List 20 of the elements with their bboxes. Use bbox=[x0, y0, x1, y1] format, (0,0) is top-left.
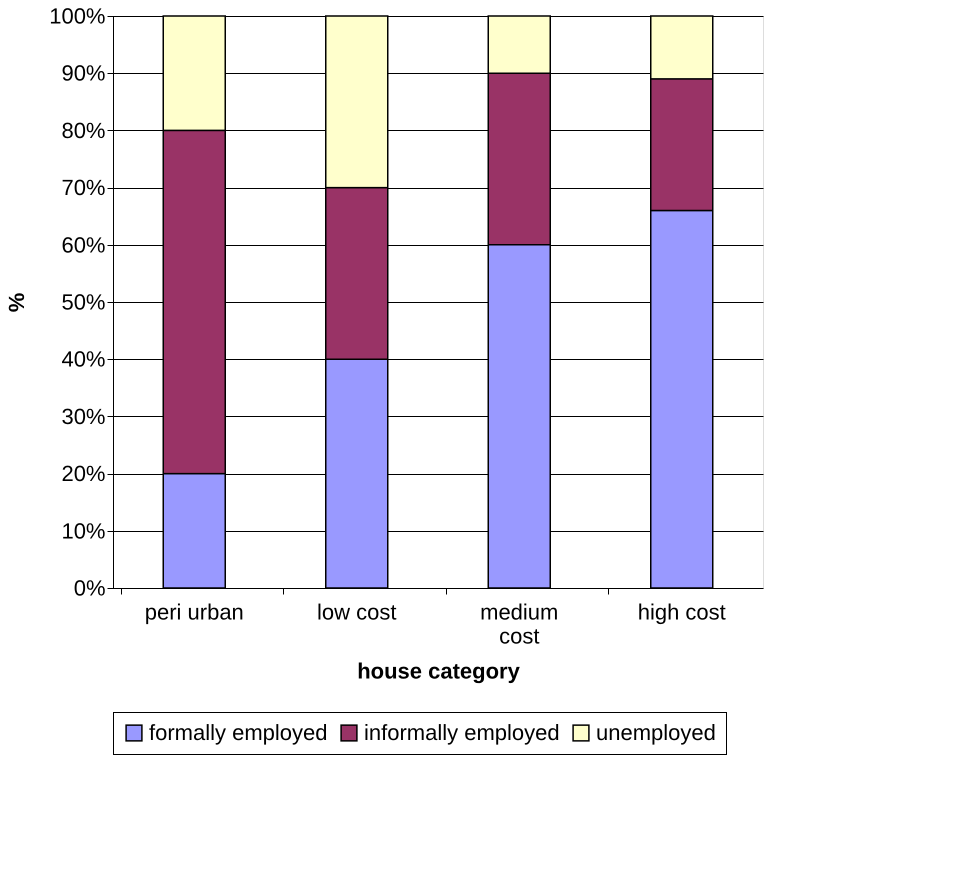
legend-label: unemployed bbox=[596, 720, 716, 745]
y-tick-label: 0% bbox=[74, 576, 106, 600]
y-tick-label: 40% bbox=[61, 346, 106, 372]
y-tick-label: 50% bbox=[61, 290, 106, 314]
x-tick-label: medium cost bbox=[480, 600, 558, 648]
x-tick-label: low cost bbox=[317, 600, 396, 624]
y-tick-label: 90% bbox=[61, 60, 106, 86]
x-axis-title: house category bbox=[357, 658, 521, 684]
y-tick-label: 10% bbox=[61, 518, 106, 544]
legend-label: informally employed bbox=[364, 720, 560, 745]
y-axis-title: % bbox=[4, 292, 30, 312]
y-tick-label: 20% bbox=[61, 461, 106, 486]
y-tick-label: 30% bbox=[61, 404, 106, 429]
y-tick-label: 100% bbox=[49, 4, 106, 28]
x-tick-label: peri urban bbox=[144, 600, 244, 624]
y-tick-label: 70% bbox=[61, 175, 106, 200]
y-tick-label: 80% bbox=[61, 118, 106, 143]
y-tick-label: 60% bbox=[61, 232, 106, 258]
x-tick-label: high cost bbox=[638, 600, 726, 624]
legend-label: formally employed bbox=[149, 720, 328, 745]
